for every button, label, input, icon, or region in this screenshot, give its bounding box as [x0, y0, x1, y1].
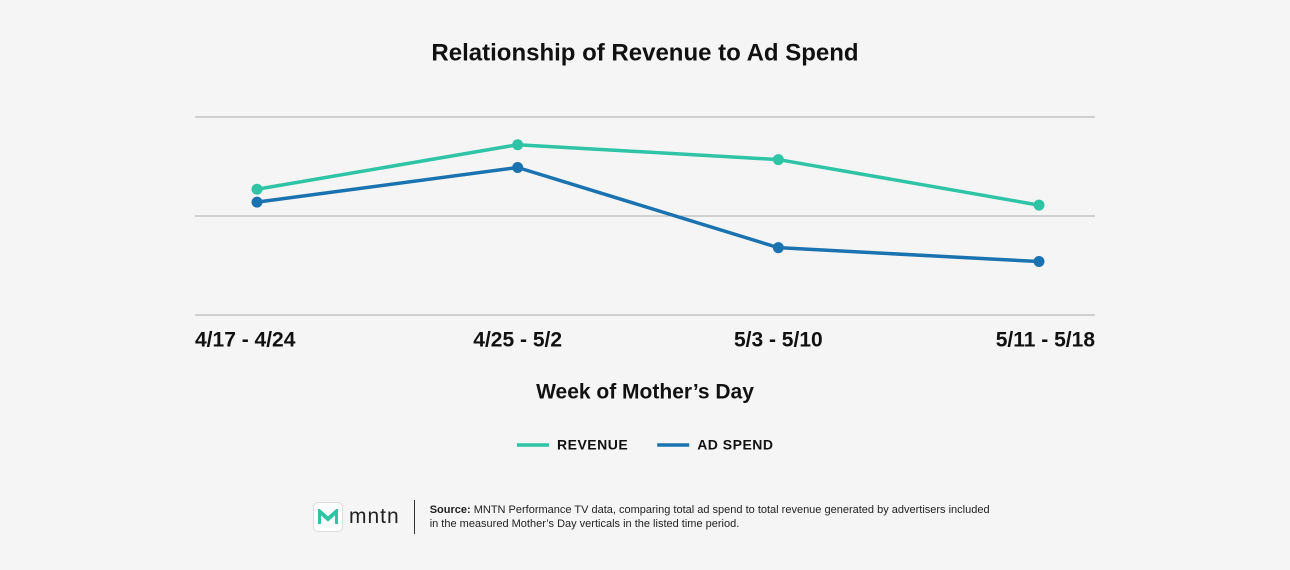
source-text: MNTN Performance TV data, comparing tota… [429, 504, 990, 530]
series-line [256, 165, 1040, 264]
x-tick-label: 4/25 - 5/2 [473, 329, 562, 352]
data-point [251, 183, 263, 195]
series-line [256, 142, 1040, 207]
data-point [1033, 199, 1045, 211]
footer: mntn Source: MNTN Performance TV data, c… [313, 500, 990, 534]
x-axis-label: Week of Mother’s Day [536, 381, 754, 404]
logo-mark [318, 509, 338, 524]
legend-label: AD SPEND [697, 437, 773, 453]
logo-text: mntn [349, 505, 400, 528]
data-point [251, 196, 263, 208]
data-point [512, 139, 524, 151]
source-note: Source: MNTN Performance TV data, compar… [430, 503, 990, 531]
data-point [772, 154, 784, 166]
data-point [512, 161, 524, 173]
chart: Relationship of Revenue to Ad Spend Week… [195, 39, 1096, 453]
source-label: Source: [429, 504, 471, 516]
divider [413, 500, 415, 534]
logo-icon [313, 502, 343, 532]
x-tick-label: 5/3 - 5/10 [734, 329, 823, 352]
legend-label: REVENUE [557, 437, 628, 453]
x-tick-label: 4/17 - 4/24 [195, 329, 296, 352]
data-point [772, 242, 784, 254]
x-tick-label: 5/11 - 5/18 [996, 329, 1096, 352]
chart-title: Relationship of Revenue to Ad Spend [431, 39, 858, 66]
data-point [1033, 256, 1045, 268]
